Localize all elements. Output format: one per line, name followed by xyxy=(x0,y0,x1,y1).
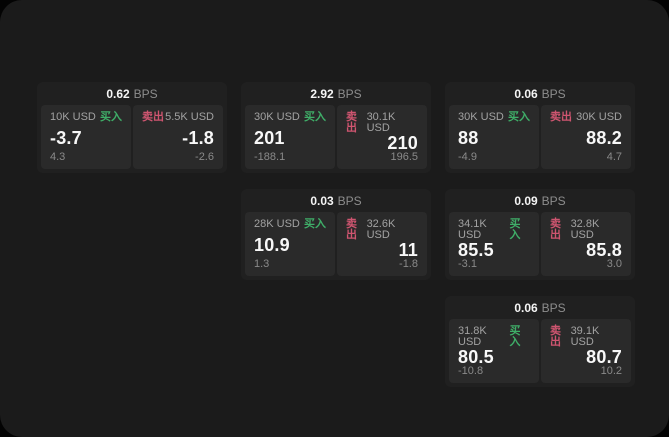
quote-card: 0.09 BPS 34.1K USD 买入 85.5 -3.1 卖出 32.8K… xyxy=(445,189,635,280)
buy-amount: 30K USD xyxy=(254,111,300,123)
sell-panel[interactable]: 卖出 30.1K USD 210 196.5 xyxy=(337,105,427,169)
buy-price: -3.7 xyxy=(50,127,82,148)
buy-delta: -188.1 xyxy=(254,151,286,163)
sell-delta: -2.6 xyxy=(195,151,214,163)
spread-header: 0.03 BPS xyxy=(241,189,431,212)
spread-value: 0.09 xyxy=(514,193,538,208)
spread-unit-label: BPS xyxy=(337,193,362,208)
sell-side-label: 卖出 xyxy=(550,218,561,241)
buy-panel[interactable]: 34.1K USD 买入 85.5 -3.1 xyxy=(449,212,539,276)
buy-amount: 10K USD xyxy=(50,111,96,123)
buy-side-label: 买入 xyxy=(508,111,530,123)
buy-side-label: 买入 xyxy=(304,111,326,123)
sell-delta: 196.5 xyxy=(390,151,418,163)
sell-price: -1.8 xyxy=(182,127,214,148)
spread-value: 0.62 xyxy=(106,86,130,101)
spread-value: 0.03 xyxy=(310,193,334,208)
buy-panel[interactable]: 30K USD 买入 201 -188.1 xyxy=(245,105,335,169)
buy-delta: 1.3 xyxy=(254,258,270,270)
quote-grid: 0.62 BPS 10K USD 买入 -3.7 4.3 卖出 5.5K USD… xyxy=(37,82,635,387)
buy-amount: 31.8K USD xyxy=(458,325,487,348)
buy-price: 88 xyxy=(458,127,479,148)
sell-amount: 30.1K USD xyxy=(366,111,396,134)
quote-card-body: 34.1K USD 买入 85.5 -3.1 卖出 32.8K USD 85.8… xyxy=(445,212,635,280)
sell-panel[interactable]: 卖出 5.5K USD -1.8 -2.6 xyxy=(133,105,223,169)
sell-delta: 10.2 xyxy=(600,365,622,377)
sell-side-label: 卖出 xyxy=(346,111,357,134)
quote-card-body: 28K USD 买入 10.9 1.3 卖出 32.6K USD 11 -1.8 xyxy=(241,212,431,280)
sell-side-label: 卖出 xyxy=(550,111,572,123)
spread-header: 2.92 BPS xyxy=(241,82,431,105)
buy-panel[interactable]: 10K USD 买入 -3.7 4.3 xyxy=(41,105,131,169)
spread-value: 2.92 xyxy=(310,86,334,101)
sell-panel[interactable]: 卖出 32.8K USD 85.8 3.0 xyxy=(541,212,631,276)
buy-side-label: 买入 xyxy=(100,111,122,123)
sell-panel[interactable]: 卖出 30K USD 88.2 4.7 xyxy=(541,105,631,169)
sell-side-label: 卖出 xyxy=(550,325,561,348)
spread-unit-label: BPS xyxy=(133,86,158,101)
sell-price: 88.2 xyxy=(586,127,622,148)
sell-amount: 5.5K USD xyxy=(165,111,214,123)
buy-side-label: 买入 xyxy=(509,218,521,241)
sell-side-label: 卖出 xyxy=(142,111,164,123)
sell-side-label: 卖出 xyxy=(346,218,357,241)
quote-card: 2.92 BPS 30K USD 买入 201 -188.1 卖出 30.1K … xyxy=(241,82,431,173)
quote-card-body: 10K USD 买入 -3.7 4.3 卖出 5.5K USD -1.8 -2.… xyxy=(37,105,227,173)
sell-amount: 30K USD xyxy=(576,111,622,123)
sell-panel[interactable]: 卖出 39.1K USD 80.7 10.2 xyxy=(541,319,631,383)
buy-price: 10.9 xyxy=(254,234,290,255)
buy-delta: -3.1 xyxy=(458,258,477,270)
buy-price: 201 xyxy=(254,127,285,148)
buy-delta: -10.8 xyxy=(458,365,484,377)
quote-card: 0.06 BPS 31.8K USD 买入 80.5 -10.8 卖出 39.1… xyxy=(445,296,635,387)
spread-value: 0.06 xyxy=(514,86,538,101)
sell-panel[interactable]: 卖出 32.6K USD 11 -1.8 xyxy=(337,212,427,276)
buy-price: 80.5 xyxy=(458,347,494,367)
buy-panel[interactable]: 31.8K USD 买入 80.5 -10.8 xyxy=(449,319,539,383)
spread-unit-label: BPS xyxy=(541,193,566,208)
spread-header: 0.06 BPS xyxy=(445,82,635,105)
buy-price: 85.5 xyxy=(458,240,494,260)
quote-card-body: 30K USD 买入 88 -4.9 卖出 30K USD 88.2 4.7 xyxy=(445,105,635,173)
spread-value: 0.06 xyxy=(514,300,538,315)
buy-amount: 30K USD xyxy=(458,111,504,123)
quote-card: 0.06 BPS 30K USD 买入 88 -4.9 卖出 30K USD 8… xyxy=(445,82,635,173)
spread-header: 0.62 BPS xyxy=(37,82,227,105)
sell-amount: 32.6K USD xyxy=(366,218,396,241)
sell-price: 210 xyxy=(387,133,418,153)
buy-side-label: 买入 xyxy=(304,218,326,230)
buy-delta: -4.9 xyxy=(458,151,477,163)
sell-delta: 3.0 xyxy=(606,258,622,270)
spread-header: 0.06 BPS xyxy=(445,296,635,319)
buy-side-label: 买入 xyxy=(509,325,521,348)
buy-panel[interactable]: 30K USD 买入 88 -4.9 xyxy=(449,105,539,169)
quote-card-body: 30K USD 买入 201 -188.1 卖出 30.1K USD 210 1… xyxy=(241,105,431,173)
buy-panel[interactable]: 28K USD 买入 10.9 1.3 xyxy=(245,212,335,276)
sell-delta: 4.7 xyxy=(606,151,622,163)
sell-price: 85.8 xyxy=(586,240,622,260)
sell-amount: 39.1K USD xyxy=(570,325,600,348)
buy-amount: 34.1K USD xyxy=(458,218,487,241)
buy-delta: 4.3 xyxy=(50,151,66,163)
spread-unit-label: BPS xyxy=(337,86,362,101)
sell-price: 80.7 xyxy=(586,347,622,367)
quote-card-body: 31.8K USD 买入 80.5 -10.8 卖出 39.1K USD 80.… xyxy=(445,319,635,387)
spread-header: 0.09 BPS xyxy=(445,189,635,212)
buy-amount: 28K USD xyxy=(254,218,300,230)
sell-amount: 32.8K USD xyxy=(570,218,600,241)
quote-card: 0.03 BPS 28K USD 买入 10.9 1.3 卖出 32.6K US… xyxy=(241,189,431,280)
spread-unit-label: BPS xyxy=(541,86,566,101)
quote-card: 0.62 BPS 10K USD 买入 -3.7 4.3 卖出 5.5K USD… xyxy=(37,82,227,173)
sell-delta: -1.8 xyxy=(399,258,418,270)
spread-unit-label: BPS xyxy=(541,300,566,315)
sell-price: 11 xyxy=(398,240,418,260)
